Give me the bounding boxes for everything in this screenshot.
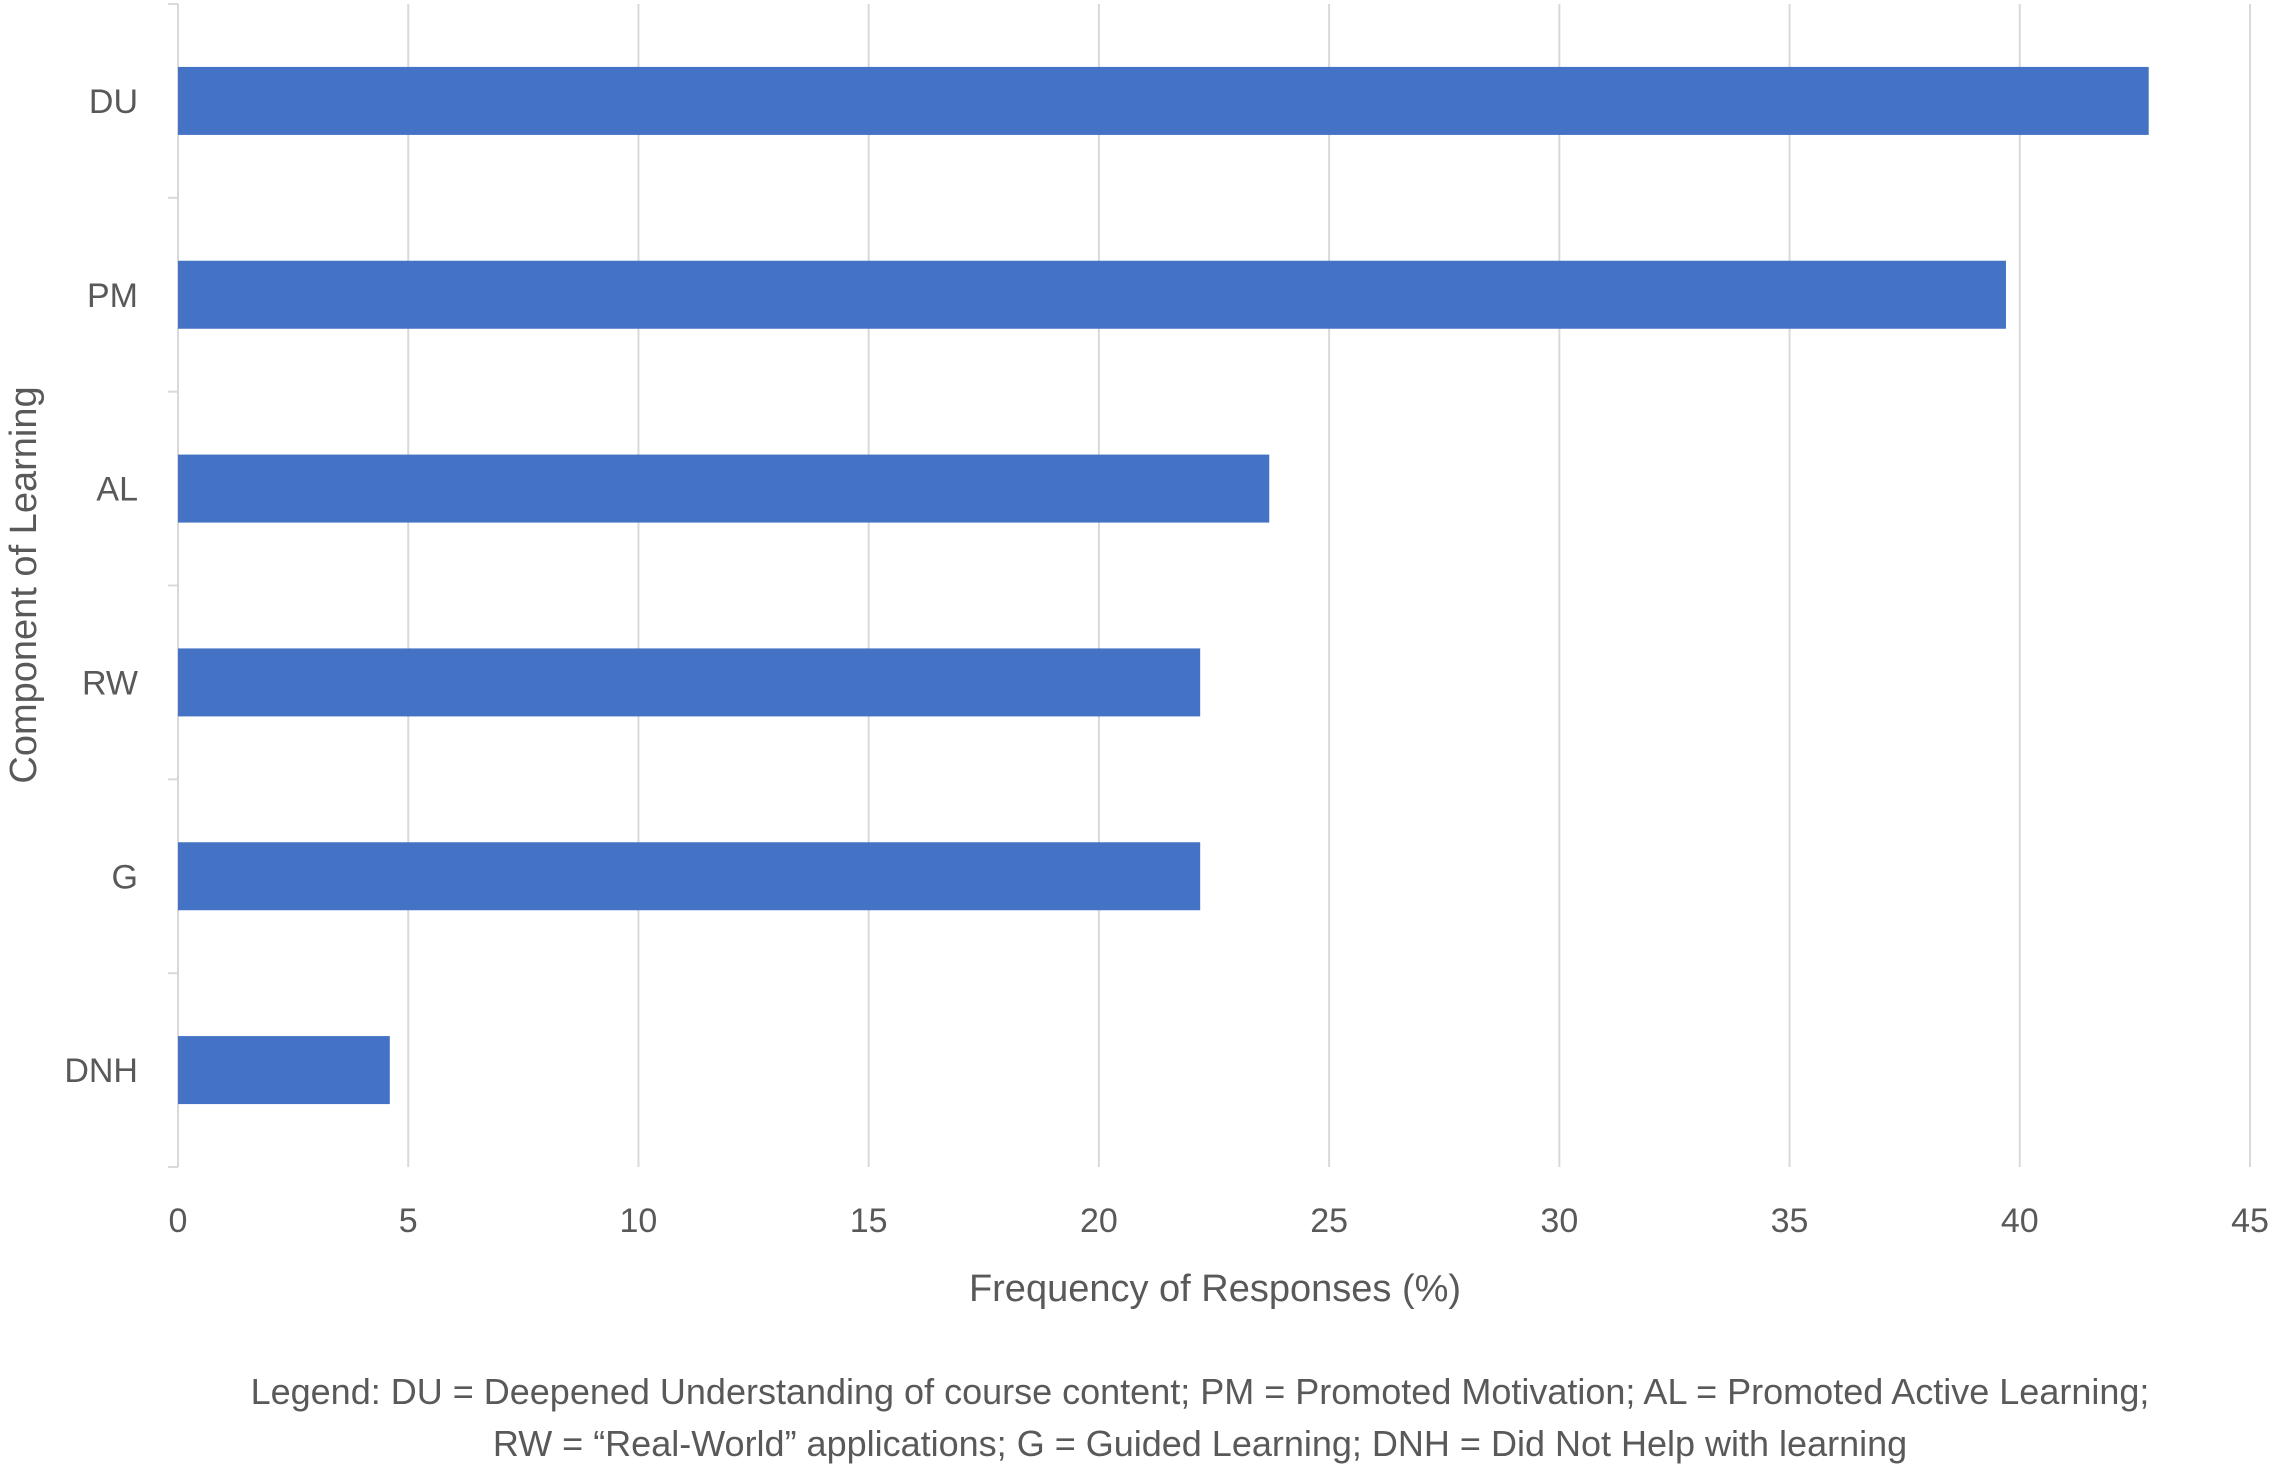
x-tick-label: 15 — [850, 1202, 888, 1240]
x-axis-title: Frequency of Responses (%) — [969, 1268, 1461, 1310]
bar-dnh — [178, 1036, 390, 1105]
category-label-rw: RW — [82, 664, 138, 702]
x-tick-label: 0 — [169, 1202, 188, 1240]
x-tick-label: 10 — [620, 1202, 658, 1240]
x-tick-label: 45 — [2231, 1202, 2269, 1240]
y-axis-title: Component of Learning — [3, 386, 45, 783]
x-tick-label: 5 — [399, 1202, 418, 1240]
category-label-dnh: DNH — [64, 1052, 138, 1090]
x-tick-label: 35 — [1771, 1202, 1809, 1240]
bar-rw — [178, 648, 1201, 717]
bar-pm — [178, 260, 2006, 329]
tick-labels: 0 5 10 15 20 25 30 35 40 45 — [169, 1202, 2269, 1240]
axes — [168, 3, 179, 1168]
x-tick-label: 40 — [2001, 1202, 2039, 1240]
legend-note: Legend: DU = Deepened Understanding of c… — [250, 1371, 2150, 1464]
bar-du — [178, 66, 2149, 135]
category-label-du: DU — [89, 83, 138, 121]
category-labels: DU PM AL RW G DNH — [64, 83, 138, 1090]
bar-g — [178, 842, 1201, 911]
category-label-g: G — [112, 858, 138, 896]
category-label-pm: PM — [87, 277, 138, 315]
x-tick-label: 30 — [1540, 1202, 1578, 1240]
gridlines — [407, 4, 2251, 1167]
x-tick-label: 25 — [1310, 1202, 1348, 1240]
bar-al — [178, 454, 1270, 523]
category-label-al: AL — [96, 471, 138, 509]
bars — [178, 66, 2149, 1105]
x-tick-label: 20 — [1080, 1202, 1118, 1240]
